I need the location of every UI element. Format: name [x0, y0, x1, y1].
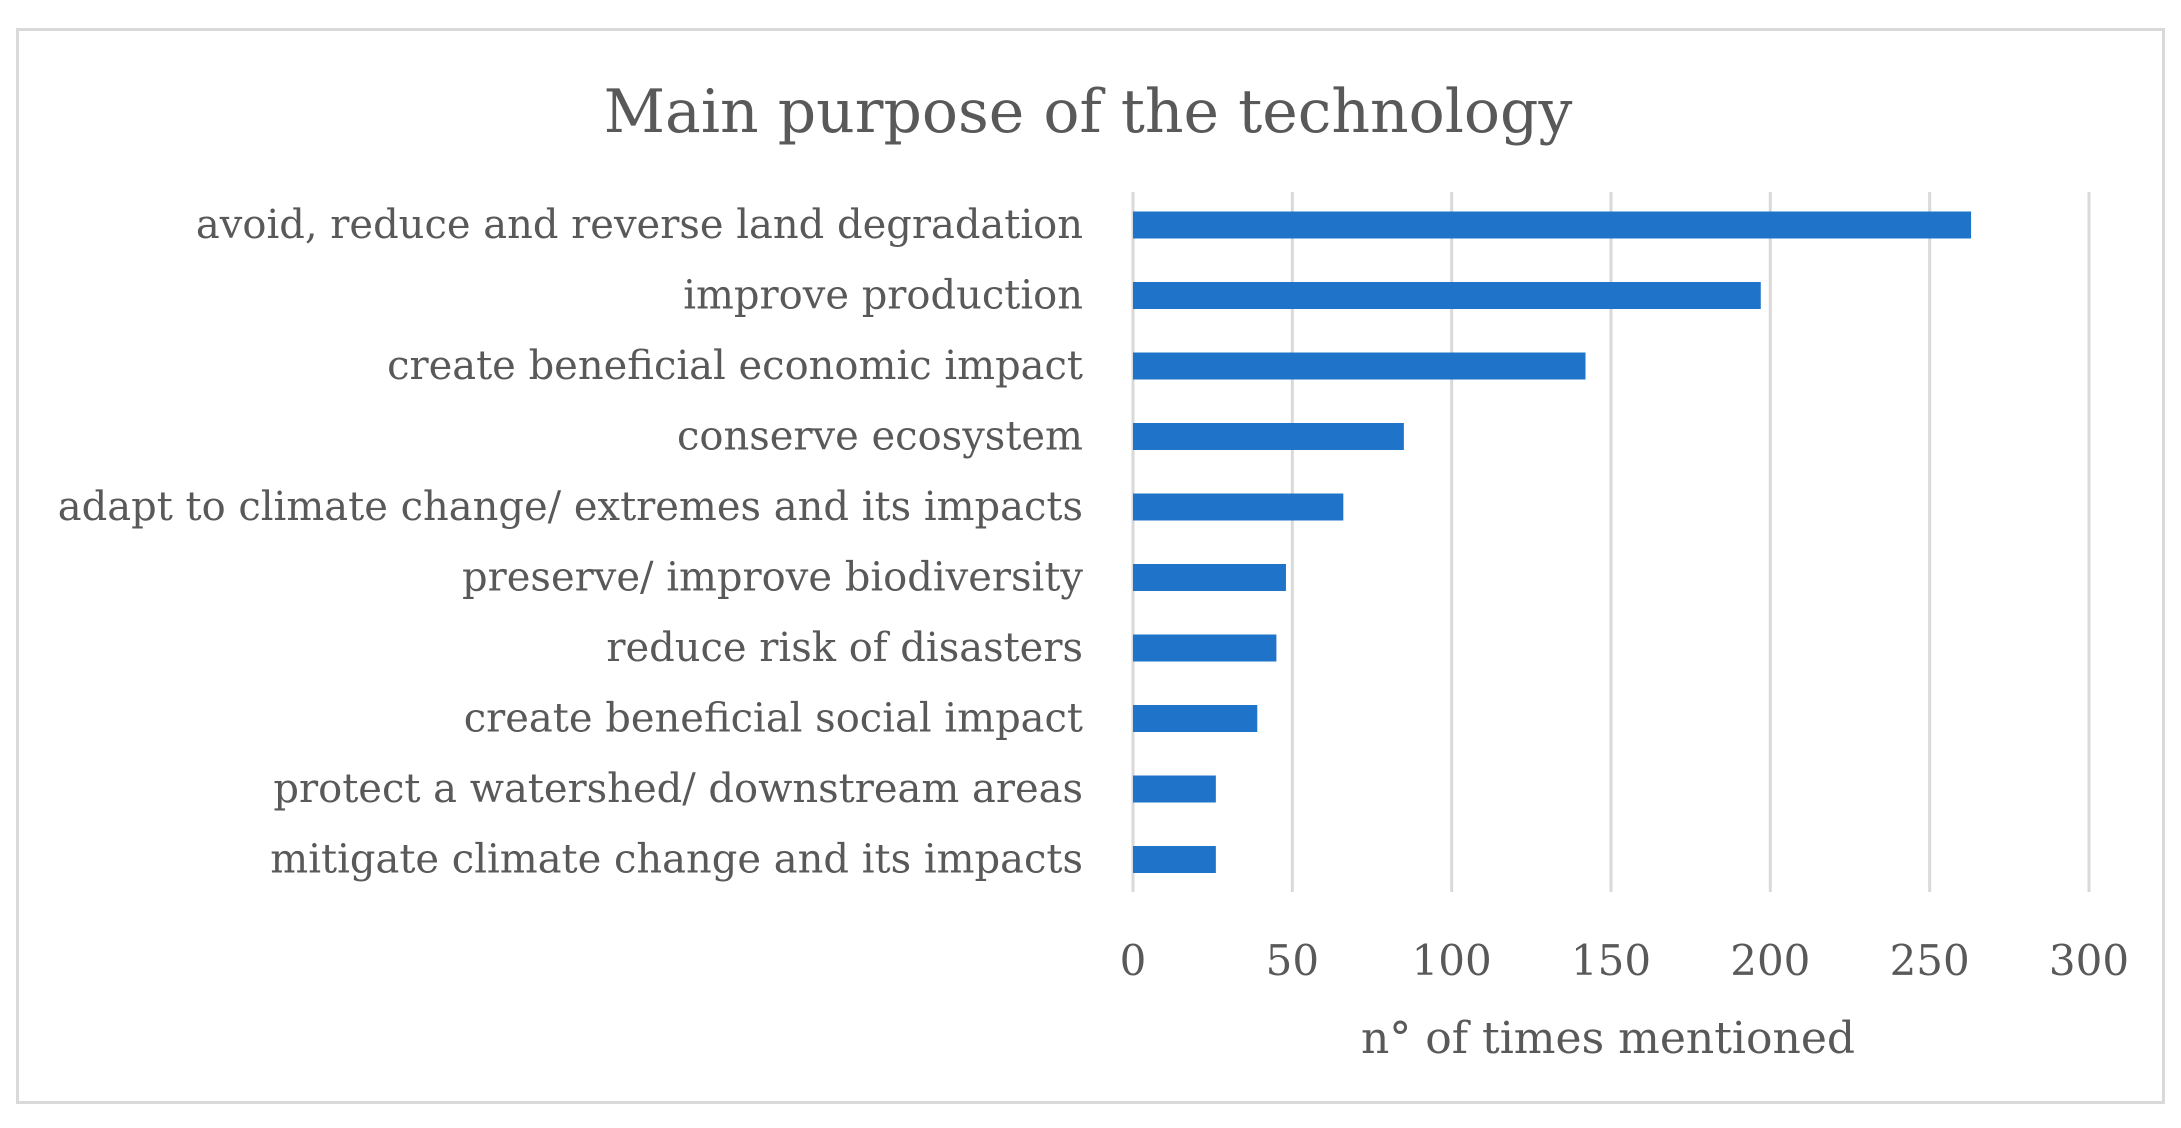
bars: [1133, 211, 1972, 873]
category-label: conserve ecosystem: [677, 414, 1083, 460]
bar: [1133, 282, 1761, 309]
bar: [1133, 705, 1258, 732]
x-tick-label: 100: [1412, 936, 1492, 985]
bar: [1133, 423, 1404, 450]
chart-title: Main purpose of the technology: [604, 77, 1573, 147]
bar: [1133, 775, 1216, 803]
category-label: protect a watershed/ downstream areas: [273, 766, 1083, 812]
category-label: reduce risk of disasters: [606, 625, 1083, 671]
bar: [1133, 211, 1972, 239]
bar: [1133, 352, 1586, 380]
x-tick-label: 200: [1730, 936, 1810, 985]
category-label: avoid, reduce and reverse land degradati…: [196, 202, 1083, 248]
category-label: adapt to climate change/ extremes and it…: [58, 484, 1083, 530]
category-label: create beneficial social impact: [464, 696, 1083, 742]
bar: [1133, 493, 1344, 521]
category-label: create beneficial economic impact: [387, 343, 1083, 389]
category-labels: avoid, reduce and reverse land degradati…: [58, 202, 1084, 883]
x-tick-label: 150: [1571, 936, 1651, 985]
category-label: mitigate climate change and its impacts: [270, 837, 1083, 883]
chart-frame: [16, 28, 2165, 1104]
category-label: improve production: [683, 273, 1083, 319]
bar: [1133, 564, 1286, 591]
x-tick-label: 250: [1890, 936, 1970, 985]
x-tick-label: 300: [2049, 936, 2129, 985]
bar: [1133, 634, 1277, 662]
x-tick-label: 0: [1120, 936, 1147, 985]
x-tick-labels: 0 50 100 150 200 250 300: [1120, 936, 2129, 985]
bar: [1133, 846, 1216, 873]
category-label: preserve/ improve biodiversity: [462, 555, 1083, 601]
x-tick-label: 50: [1266, 936, 1319, 985]
x-axis-title: n° of times mentioned: [1361, 1013, 1855, 1064]
